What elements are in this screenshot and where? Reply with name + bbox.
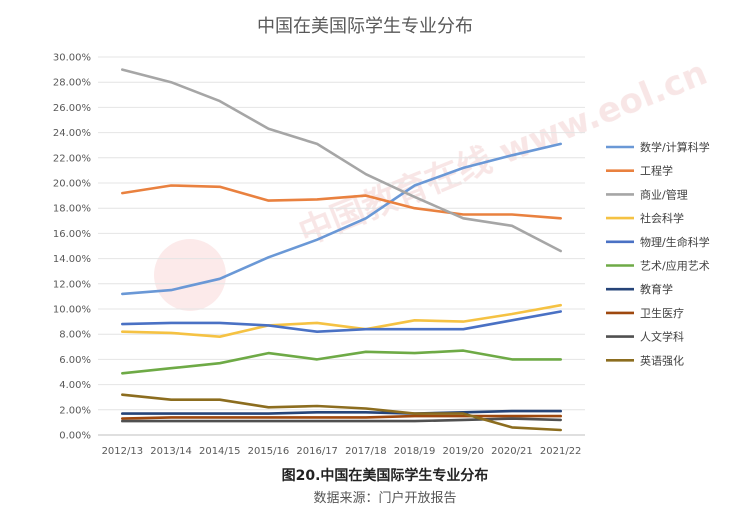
y-tick-label: 24.00% xyxy=(53,128,91,139)
watermark-logo xyxy=(154,239,226,311)
series-line xyxy=(121,68,563,253)
y-tick-label: 30.00% xyxy=(53,53,91,64)
x-tick-label: 2012/13 xyxy=(102,446,144,457)
series-line xyxy=(121,414,563,420)
legend-label: 艺术/应用艺术 xyxy=(640,259,710,273)
series-line xyxy=(121,409,563,415)
y-axis-ticks: 0.00% 2.00% 4.00% 6.00% 8.00% 10.00% 12.00% 14.… xyxy=(53,53,91,442)
series-line xyxy=(121,184,563,220)
y-tick-label: 28.00% xyxy=(53,78,91,89)
legend-label: 人文学科 xyxy=(640,330,684,344)
x-tick-label: 2021/22 xyxy=(540,446,582,457)
y-tick-label: 2.00% xyxy=(59,405,91,416)
legend-label: 社会科学 xyxy=(640,211,684,225)
legend-label: 卫生医疗 xyxy=(640,306,684,320)
y-tick-label: 18.00% xyxy=(53,204,91,215)
y-tick-label: 0.00% xyxy=(59,431,91,442)
legend-label: 教育学 xyxy=(640,282,673,296)
data-source: 数据来源：门户开放报告 xyxy=(313,490,456,506)
x-axis-ticks: 2012/13 2013/14 2014/15 2015/16 2016/17 2017/… xyxy=(102,446,582,457)
y-tick-label: 10.00% xyxy=(53,305,91,316)
y-tick-label: 14.00% xyxy=(53,254,91,265)
chart-title: 中国在美国际学生专业分布 xyxy=(257,16,473,37)
series-line xyxy=(121,393,563,432)
x-tick-label: 2016/17 xyxy=(296,446,338,457)
y-tick-label: 20.00% xyxy=(53,179,91,190)
x-tick-label: 2018/19 xyxy=(394,446,436,457)
series-line xyxy=(121,303,563,339)
legend-label: 商业/管理 xyxy=(640,187,688,201)
series-lines xyxy=(121,68,563,432)
x-tick-label: 2020/21 xyxy=(491,446,533,457)
y-tick-label: 26.00% xyxy=(53,103,91,114)
x-tick-label: 2013/14 xyxy=(150,446,192,457)
legend: 数学/计算科学工程学商业/管理社会科学物理/生命科学艺术/应用艺术教育学卫生医疗… xyxy=(606,140,710,367)
x-tick-label: 2015/16 xyxy=(248,446,290,457)
legend-label: 物理/生命科学 xyxy=(640,235,710,249)
y-tick-label: 12.00% xyxy=(53,279,91,290)
grid-lines xyxy=(98,56,585,436)
y-tick-label: 4.00% xyxy=(59,380,91,391)
y-tick-label: 8.00% xyxy=(59,330,91,341)
legend-label: 数学/计算科学 xyxy=(640,140,710,154)
x-tick-label: 2014/15 xyxy=(199,446,241,457)
y-tick-label: 22.00% xyxy=(53,153,91,164)
y-tick-label: 16.00% xyxy=(53,229,91,240)
y-tick-label: 6.00% xyxy=(59,355,91,366)
legend-label: 工程学 xyxy=(640,164,673,178)
legend-label: 英语强化 xyxy=(640,353,684,367)
x-tick-label: 2019/20 xyxy=(442,446,484,457)
series-line xyxy=(121,349,563,375)
series-line xyxy=(121,142,563,296)
series-line xyxy=(121,310,563,334)
x-tick-label: 2017/18 xyxy=(345,446,387,457)
figure-caption: 图20.中国在美国际学生专业分布 xyxy=(282,467,489,484)
